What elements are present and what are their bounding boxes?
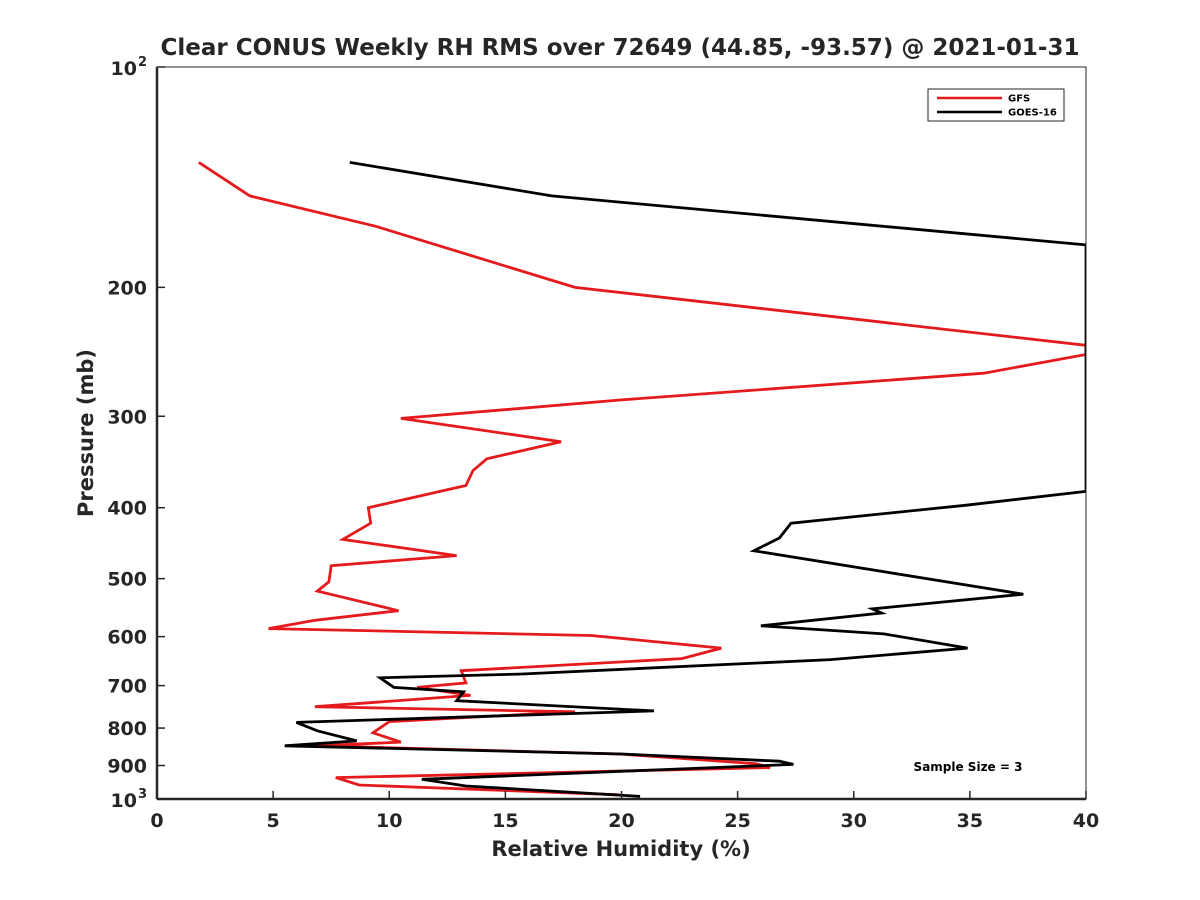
x-tick-label: 5 xyxy=(267,810,280,832)
legend: GFS GOES-16 xyxy=(927,88,1065,122)
y-tick-label: 700 xyxy=(107,676,147,698)
x-tick-label: 35 xyxy=(957,810,983,832)
x-tick-label: 15 xyxy=(492,810,518,832)
legend-box xyxy=(927,88,1065,122)
x-tick-label: 25 xyxy=(724,810,750,832)
x-tick-label: 30 xyxy=(841,810,867,832)
y-tick-label: 200 xyxy=(107,277,147,299)
x-tick-label: 10 xyxy=(376,810,402,832)
x-tick-label: 0 xyxy=(150,810,163,832)
legend-label: GOES-16 xyxy=(1008,108,1057,119)
y-tick-label: 800 xyxy=(107,718,147,740)
y-tick-label: 10 xyxy=(111,790,137,812)
series-line-gfs xyxy=(198,161,1086,797)
x-tick-label: 40 xyxy=(1073,810,1099,832)
legend-label: GFS xyxy=(1008,94,1030,105)
y-tick-label: 600 xyxy=(107,627,147,649)
y-tick-label: 500 xyxy=(107,569,147,591)
y-tick-label: 900 xyxy=(107,756,147,778)
y-tick-exponent: 3 xyxy=(138,787,147,802)
y-tick-exponent: 2 xyxy=(138,55,147,70)
series-line-goes-16 xyxy=(284,161,1086,798)
y-tick-label: 10 xyxy=(111,58,137,80)
x-axis-label: Relative Humidity (%) xyxy=(491,837,750,861)
x-tick-label: 20 xyxy=(608,810,634,832)
chart-title: Clear CONUS Weekly RH RMS over 72649 (44… xyxy=(161,35,1080,61)
sample-size-annotation: Sample Size = 3 xyxy=(914,760,1023,774)
y-tick-label: 400 xyxy=(107,498,147,520)
y-tick-label: 300 xyxy=(107,406,147,428)
y-axis-label: Pressure (mb) xyxy=(74,349,98,517)
plot-frame xyxy=(156,66,1087,800)
series-layer xyxy=(198,161,1086,798)
x-ticks: 0 5 10 15 20 25 30 35 40 xyxy=(150,791,1099,832)
